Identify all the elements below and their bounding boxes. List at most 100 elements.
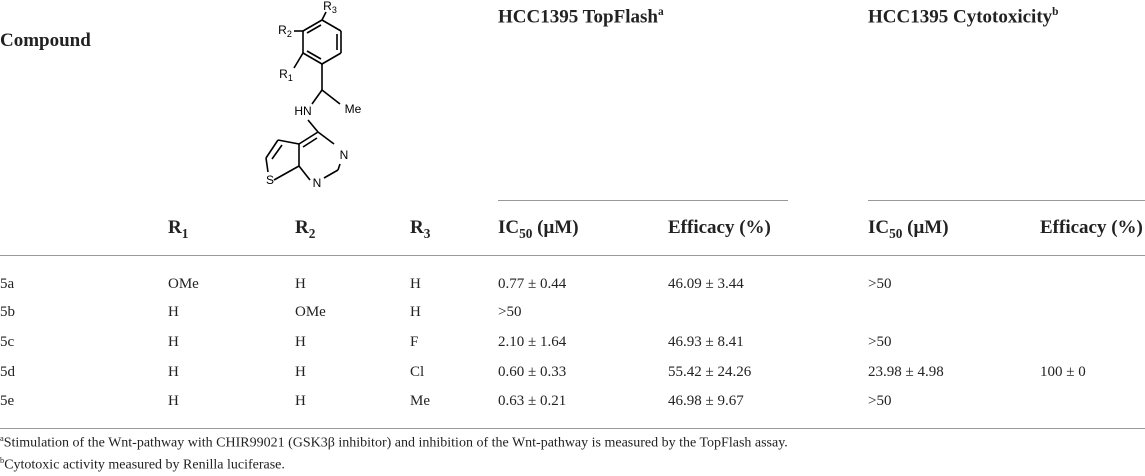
bond bbox=[271, 144, 283, 160]
footnote: bCytotoxic activity measured by Renilla … bbox=[0, 456, 285, 474]
cell: 5e bbox=[0, 393, 15, 409]
cell: >50 bbox=[498, 304, 522, 320]
atom-label: S bbox=[266, 173, 274, 187]
topflash-header: HCC1395 TopFlasha bbox=[498, 6, 664, 28]
column-header: R2 bbox=[295, 217, 315, 242]
bond bbox=[277, 139, 300, 145]
cell: 55.42 ± 24.26 bbox=[668, 364, 752, 380]
label-text: N bbox=[340, 148, 349, 162]
label-text: R bbox=[295, 217, 309, 238]
bond bbox=[265, 139, 279, 159]
label-text: S bbox=[266, 173, 274, 187]
header-text: HCC1395 TopFlash bbox=[498, 6, 658, 28]
cell: H bbox=[168, 393, 179, 409]
label-text: IC bbox=[868, 217, 890, 238]
cell: 2.10 ± 1.64 bbox=[498, 334, 567, 350]
label-text: R bbox=[278, 23, 287, 37]
bond bbox=[311, 89, 323, 105]
bond bbox=[321, 19, 342, 32]
footnote-mark: a bbox=[657, 6, 664, 18]
label-text: N bbox=[313, 176, 322, 190]
label-text: HN bbox=[294, 104, 311, 118]
label-text: Efficacy (%) bbox=[1040, 217, 1143, 238]
subscript: 50 bbox=[519, 225, 533, 241]
footnote-text: Stimulation of the Wnt-pathway with CHIR… bbox=[3, 435, 788, 451]
cell: H bbox=[295, 393, 306, 409]
cell: H bbox=[168, 304, 179, 320]
subscript: 2 bbox=[308, 225, 316, 241]
bond bbox=[298, 165, 311, 181]
cell: H bbox=[410, 304, 421, 320]
cell: H bbox=[295, 276, 306, 292]
cell: >50 bbox=[868, 334, 892, 350]
cell: 46.98 ± 9.67 bbox=[668, 393, 744, 409]
cell: 100 ± 0 bbox=[1040, 364, 1086, 380]
footnote-mark: a bbox=[0, 434, 4, 443]
label-text: (μM) bbox=[902, 217, 949, 238]
label-text: Me bbox=[345, 102, 362, 116]
footnote-mark: b bbox=[1052, 6, 1059, 18]
bond bbox=[317, 131, 335, 145]
cell: H bbox=[295, 334, 306, 350]
label-text: R bbox=[168, 217, 182, 238]
cell: H bbox=[410, 276, 421, 292]
subscript: 3 bbox=[332, 5, 337, 15]
bond bbox=[265, 157, 269, 173]
subscript: 50 bbox=[889, 225, 903, 241]
column-header: IC50 (μM) bbox=[868, 217, 949, 242]
cell: H bbox=[168, 364, 179, 380]
label-text: Efficacy (%) bbox=[668, 217, 771, 238]
subscript: 3 bbox=[423, 225, 431, 241]
footnote-mark: b bbox=[0, 456, 5, 465]
cell: 5d bbox=[0, 364, 15, 380]
rule bbox=[0, 255, 1145, 256]
atom-label: N bbox=[313, 176, 322, 190]
atom-label: Me bbox=[345, 102, 362, 116]
bond bbox=[273, 165, 300, 181]
column-header: R1 bbox=[168, 217, 188, 242]
footnote: aStimulation of the Wnt-pathway with CHI… bbox=[0, 434, 788, 452]
label-text: IC bbox=[498, 217, 520, 238]
bond bbox=[321, 52, 342, 65]
cell: H bbox=[168, 334, 179, 350]
atom-label: HN bbox=[294, 104, 311, 118]
cell: 0.60 ± 0.33 bbox=[498, 364, 567, 380]
cell: 0.77 ± 0.44 bbox=[498, 276, 567, 292]
cell: Cl bbox=[410, 364, 425, 380]
bond bbox=[337, 163, 341, 171]
column-header: IC50 (μM) bbox=[498, 217, 579, 242]
bond bbox=[293, 52, 304, 69]
cell: H bbox=[295, 364, 306, 380]
atom-label: N bbox=[340, 148, 349, 162]
atom-label: R2 bbox=[278, 23, 292, 39]
atom-label: R1 bbox=[279, 67, 293, 83]
bond bbox=[321, 11, 327, 21]
bond bbox=[302, 52, 323, 65]
subscript: 2 bbox=[287, 29, 292, 39]
cell: OMe bbox=[168, 276, 199, 292]
column-header: R3 bbox=[410, 217, 430, 242]
bond bbox=[302, 19, 323, 32]
cell: >50 bbox=[868, 276, 892, 292]
cell: 23.98 ± 4.98 bbox=[868, 364, 944, 380]
cell: 0.63 ± 0.21 bbox=[498, 393, 567, 409]
rule bbox=[868, 200, 1145, 201]
column-header: Efficacy (%) bbox=[1040, 217, 1143, 239]
cytotoxicity-header: HCC1395 Cytotoxicityb bbox=[868, 6, 1059, 28]
label-text: R bbox=[279, 67, 288, 81]
bond bbox=[298, 131, 319, 145]
label-text: (μM) bbox=[532, 217, 579, 238]
bond bbox=[306, 50, 322, 60]
atom-label: R3 bbox=[323, 0, 337, 15]
bond bbox=[307, 119, 319, 133]
label-text: R bbox=[323, 0, 332, 13]
compound-header: Compound bbox=[0, 30, 91, 51]
bond bbox=[323, 169, 339, 179]
subscript: 1 bbox=[181, 225, 189, 241]
bond bbox=[321, 89, 341, 105]
header-text: HCC1395 Cytotoxicity bbox=[868, 6, 1053, 28]
column-header: Efficacy (%) bbox=[668, 217, 771, 239]
cell: 46.09 ± 3.44 bbox=[668, 276, 744, 292]
